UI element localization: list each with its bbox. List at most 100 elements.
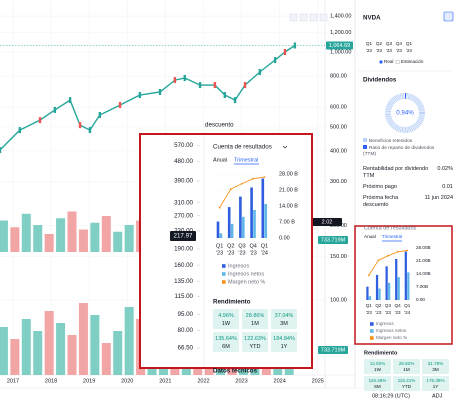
performance-label: 1Y xyxy=(281,344,288,350)
y-tick-label: 1,000.00 xyxy=(330,50,351,56)
performance-value: 4.96% xyxy=(218,313,234,319)
income-bar xyxy=(219,233,223,238)
indicator-bar xyxy=(10,227,20,252)
legend-swatch xyxy=(370,322,374,326)
candle xyxy=(243,82,247,89)
price-tick-label: 66.50 xyxy=(178,345,194,352)
income-bar xyxy=(395,258,398,300)
legend-text: Ratio de reparto de dividendos (TTM) xyxy=(363,146,435,157)
price-line xyxy=(0,44,296,151)
x-tick-label: 2024 xyxy=(274,378,286,384)
quarter-label: Q1 xyxy=(366,303,373,308)
indicator-bar xyxy=(90,222,100,252)
volume-bar xyxy=(78,303,88,375)
donut-legend: Beneficios retenidos Ratio de reparto de… xyxy=(363,138,438,158)
quarter-label: Q1 xyxy=(216,243,223,249)
margin-dot xyxy=(396,250,399,253)
toolbar-icon xyxy=(309,13,318,22)
legend-item: Beneficios retenidos xyxy=(363,138,438,145)
volume-bar xyxy=(21,319,31,375)
quarter-label: Q4 xyxy=(396,41,403,46)
tab-quarterly[interactable]: Trimestral xyxy=(382,234,402,239)
price-tick-label: 80.00 xyxy=(178,327,194,334)
candle xyxy=(283,49,287,56)
income-bar xyxy=(388,282,391,300)
income-bar xyxy=(216,221,220,238)
quarter-label: Q2 xyxy=(375,303,382,308)
ghost-text: descuento xyxy=(205,122,234,129)
yield-value: 0.02% xyxy=(437,166,453,172)
performance-value: 12.82% xyxy=(370,361,386,366)
year-label: '23 xyxy=(395,310,401,315)
candle xyxy=(53,106,57,113)
y-tick-label: 21.00 B xyxy=(279,187,298,193)
tab-annual: Anual xyxy=(213,157,227,163)
x-tick-label: 2023 xyxy=(235,378,247,384)
y-tick-label: 0.00 xyxy=(279,235,290,241)
performance-cell xyxy=(393,376,420,391)
performance-value: 28.86% xyxy=(246,313,265,319)
performance-value: 37.04% xyxy=(275,313,294,319)
quarter-label: Q3 xyxy=(386,41,393,46)
volume-bar xyxy=(90,315,100,375)
performance-cell xyxy=(213,309,239,329)
performance-value: 122.63% xyxy=(244,336,266,342)
y-tick-label: 400.00 xyxy=(330,148,347,154)
legend-text: Margen neto % xyxy=(376,335,407,340)
candle xyxy=(198,82,202,89)
year-label: '23 xyxy=(366,48,372,53)
x-tick-label: 2021 xyxy=(159,378,171,384)
legend-text: Ingresos netos xyxy=(376,328,407,333)
y-tick-label: 300.00 xyxy=(330,179,347,185)
margin-dot xyxy=(263,176,266,178)
volume-bar xyxy=(33,331,43,375)
legend-text: Estimación xyxy=(401,59,424,64)
next-pay-value: 0.01 xyxy=(442,184,453,190)
year-label: '23 xyxy=(376,48,382,53)
performance-cell xyxy=(271,309,297,329)
donut-track xyxy=(385,93,425,133)
legend-text: Ingresos xyxy=(228,263,249,269)
performance-cell xyxy=(271,332,297,352)
legend-dot xyxy=(379,60,383,64)
indicator-bar xyxy=(21,213,31,252)
performance-label: 1M xyxy=(251,321,259,327)
year-label: '24 xyxy=(406,48,412,53)
price-tick-label: 570.00 xyxy=(174,142,193,149)
y-tick-label: 21.00B xyxy=(416,258,431,263)
year-label: '24 xyxy=(404,310,410,315)
x-tick-label: 2018 xyxy=(45,378,57,384)
symbol: NVDA xyxy=(363,15,381,22)
price-tick-label: 115.00 xyxy=(175,293,194,300)
indicator-bar xyxy=(56,218,66,252)
y-tick-label: 800.00 xyxy=(330,74,347,80)
panel-icon[interactable] xyxy=(443,11,454,22)
legend-text: Real xyxy=(384,59,393,64)
income-bar xyxy=(404,251,407,300)
income-bar xyxy=(397,277,400,300)
performance-label: 1M xyxy=(403,367,410,372)
income-bar xyxy=(366,286,369,300)
y-tick-label: 14.00 B xyxy=(279,203,298,209)
candle xyxy=(158,89,162,96)
next-pay-label: Próximo pago xyxy=(363,184,397,190)
volume-bar xyxy=(56,323,66,375)
quarter-label: Q4 xyxy=(250,243,257,249)
y-tick-label: 1,200.00 xyxy=(330,30,351,36)
quarter-label: Q2 xyxy=(376,41,383,46)
y-tick-label: 28.00B xyxy=(416,245,431,250)
year-label: '23 xyxy=(396,48,402,53)
axis-badge-text: 733.719M xyxy=(321,237,346,243)
axis-badge xyxy=(318,236,348,244)
performance-label: 1W xyxy=(374,367,382,372)
performance-cell xyxy=(213,332,239,352)
income-bar xyxy=(385,266,388,300)
y-tick-label: 14.00B xyxy=(416,271,431,276)
candle xyxy=(258,69,262,76)
income-title: Cuenta de resultados xyxy=(364,225,417,231)
price-tick-label: 480.00 xyxy=(174,158,193,165)
performance-cell xyxy=(422,376,449,391)
income-popup: descuento 570.00 480.00 390.00 310.00 270.00 2… xyxy=(139,122,313,375)
tab-quarterly[interactable]: Trimestral xyxy=(234,157,258,163)
